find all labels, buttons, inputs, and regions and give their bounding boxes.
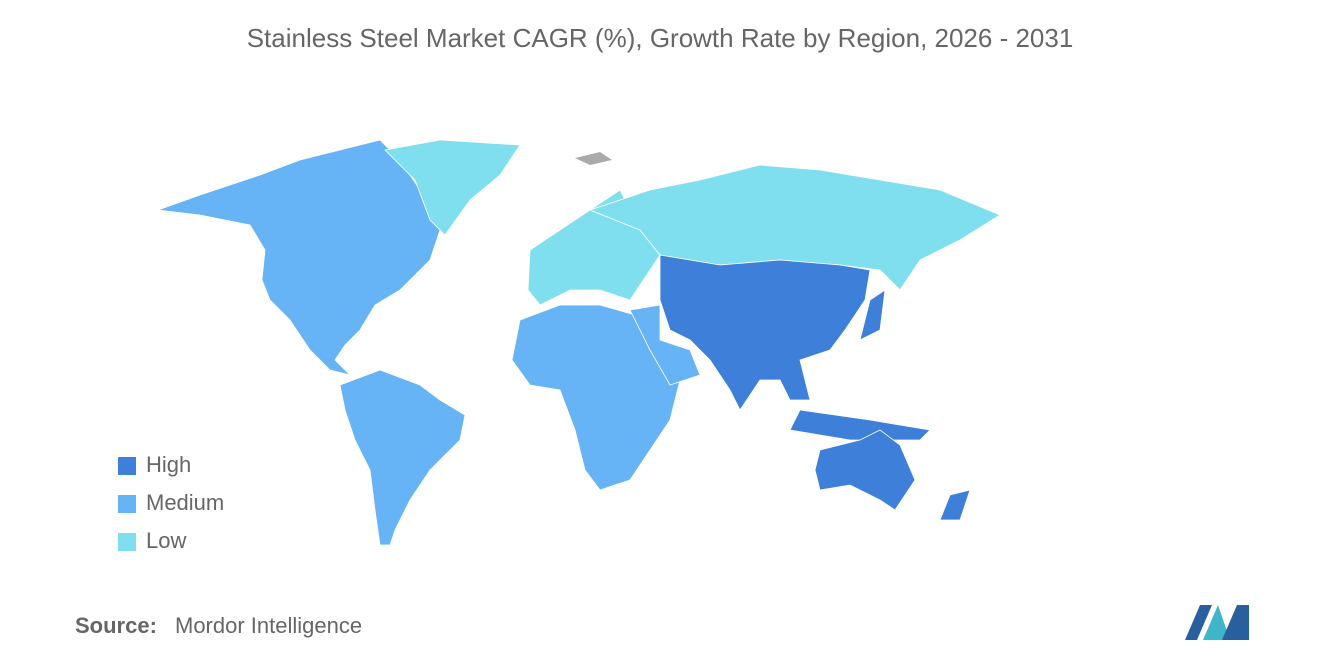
- north-america: [157, 139, 441, 376]
- asia: [659, 254, 871, 411]
- logo: [1185, 605, 1249, 640]
- southeast-asia-islands: [789, 409, 931, 441]
- africa: [511, 304, 681, 491]
- south-america: [339, 369, 466, 546]
- legend-label: High: [146, 452, 191, 477]
- legend-swatch: [118, 495, 136, 513]
- legend: High Medium Low: [118, 452, 224, 553]
- world-map: [157, 139, 1001, 546]
- legend-label: Medium: [146, 490, 224, 515]
- svalbard: [575, 152, 612, 165]
- australia: [814, 429, 916, 511]
- legend-label: Low: [146, 528, 186, 553]
- middle-east: [629, 304, 701, 386]
- greenland: [384, 139, 521, 236]
- legend-swatch: [118, 533, 136, 551]
- new-zealand: [939, 489, 971, 521]
- legend-swatch: [118, 457, 136, 475]
- source-label: Source:: [75, 613, 157, 638]
- source-text: Mordor Intelligence: [175, 613, 362, 638]
- title: Stainless Steel Market CAGR (%), Growth …: [247, 23, 1074, 53]
- japan: [859, 289, 886, 341]
